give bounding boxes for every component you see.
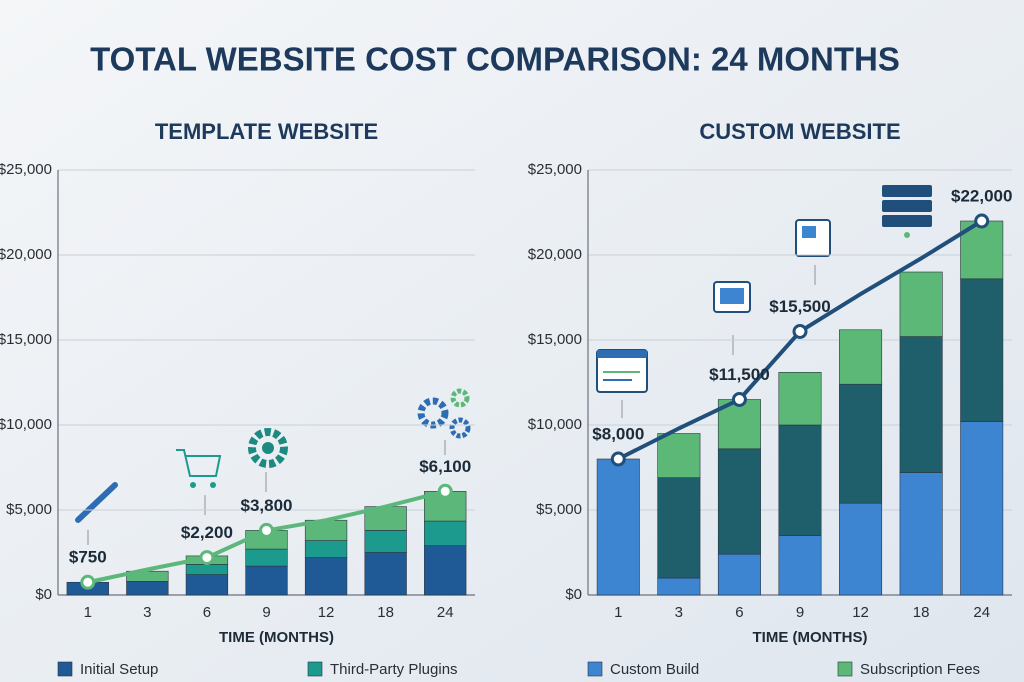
bar-segment — [839, 502, 883, 596]
bar-segment — [364, 552, 407, 596]
bar-segment — [839, 329, 883, 385]
line-point — [259, 522, 274, 538]
bar-segment — [304, 557, 348, 596]
bar-segment — [424, 520, 467, 546]
y-tick-label: $15,000 — [528, 331, 582, 348]
x-tick-label: 1 — [84, 604, 92, 621]
bar-segment — [657, 577, 701, 596]
legend-label: Custom Build — [610, 661, 699, 678]
value-label: $750 — [69, 548, 107, 567]
x-axis-label: TIME (MONTHS) — [753, 629, 868, 646]
x-tick-label: 3 — [143, 604, 151, 621]
x-tick-label: 9 — [796, 604, 804, 621]
x-axis-label: TIME (MONTHS) — [219, 629, 334, 646]
x-tick-label: 6 — [203, 604, 211, 621]
legend-swatch — [837, 661, 853, 677]
legend-label: Subscription Fees — [860, 661, 980, 678]
y-tick-label: $10,000 — [528, 416, 582, 433]
x-tick-label: 24 — [973, 604, 990, 621]
bar-segment — [185, 564, 229, 575]
bar-segment — [717, 553, 761, 596]
bar-segment — [960, 421, 1004, 596]
bar-segment — [657, 477, 701, 579]
tablet-icon — [713, 281, 751, 355]
code-window-icon — [596, 349, 648, 418]
bar-segment — [364, 530, 407, 553]
line-point — [731, 392, 747, 407]
y-tick-label: $15,000 — [0, 331, 52, 348]
server-icon — [882, 185, 932, 238]
bar-segment — [717, 448, 761, 555]
bar-segment — [899, 336, 943, 473]
x-tick-label: 1 — [614, 604, 622, 621]
legend-swatch — [57, 661, 73, 677]
line-point — [199, 550, 215, 566]
value-label: $3,800 — [241, 496, 293, 515]
value-label: $8,000 — [592, 424, 644, 443]
x-tick-label: 18 — [913, 604, 930, 621]
line-point — [610, 451, 626, 467]
line-point — [80, 574, 96, 590]
legend-label: Initial Setup — [80, 661, 158, 678]
bar-segment — [596, 458, 640, 596]
line-point — [974, 213, 990, 229]
y-tick-label: $5,000 — [536, 501, 582, 518]
bar-segment — [185, 574, 229, 596]
bar-segment — [778, 535, 822, 596]
legend-swatch — [307, 661, 323, 677]
y-tick-label: $0 — [565, 586, 582, 603]
brush-icon — [75, 482, 118, 545]
bar-segment — [304, 540, 348, 558]
value-label: $6,100 — [419, 457, 471, 476]
chart-subtitle: TEMPLATE WEBSITE — [155, 119, 378, 144]
legend-label: Third-Party Plugins — [330, 661, 458, 678]
bar-segment — [839, 383, 883, 504]
bar-segment — [126, 581, 169, 596]
bar-segment — [657, 433, 701, 479]
y-tick-label: $25,000 — [0, 161, 52, 178]
bar-segment — [245, 565, 288, 596]
gear-icon — [248, 428, 288, 492]
x-tick-label: 24 — [437, 604, 454, 621]
y-tick-label: $0 — [35, 586, 52, 603]
x-tick-label: 12 — [852, 604, 869, 621]
value-label: $15,500 — [769, 297, 830, 316]
y-tick-label: $5,000 — [6, 501, 52, 518]
x-tick-label: 3 — [675, 604, 683, 621]
y-tick-label: $25,000 — [528, 161, 582, 178]
bar-segment — [424, 545, 467, 596]
y-tick-label: $20,000 — [528, 246, 582, 263]
legend-swatch — [587, 661, 603, 677]
bar-segment — [960, 278, 1004, 422]
x-tick-label: 12 — [318, 604, 335, 621]
x-tick-label: 9 — [262, 604, 270, 621]
y-tick-label: $20,000 — [0, 246, 52, 263]
chart-subtitle: CUSTOM WEBSITE — [699, 119, 900, 144]
bar-segment — [899, 472, 943, 596]
value-label: $2,200 — [181, 523, 233, 542]
line-point — [792, 324, 808, 339]
bar-segment — [245, 548, 288, 567]
page-title: TOTAL WEBSITE COST COMPARISON: 24 MONTHS — [90, 41, 900, 78]
cart-icon — [176, 449, 222, 515]
phone-icon — [795, 219, 831, 285]
bar-segment — [899, 271, 943, 337]
x-tick-label: 18 — [377, 604, 394, 621]
y-tick-label: $10,000 — [0, 416, 52, 433]
value-label: $11,500 — [709, 365, 770, 384]
value-label: $22,000 — [951, 186, 1012, 205]
bar-segment — [778, 424, 822, 536]
bar-segment — [778, 371, 822, 426]
x-tick-label: 6 — [735, 604, 743, 621]
line-point — [437, 483, 453, 499]
